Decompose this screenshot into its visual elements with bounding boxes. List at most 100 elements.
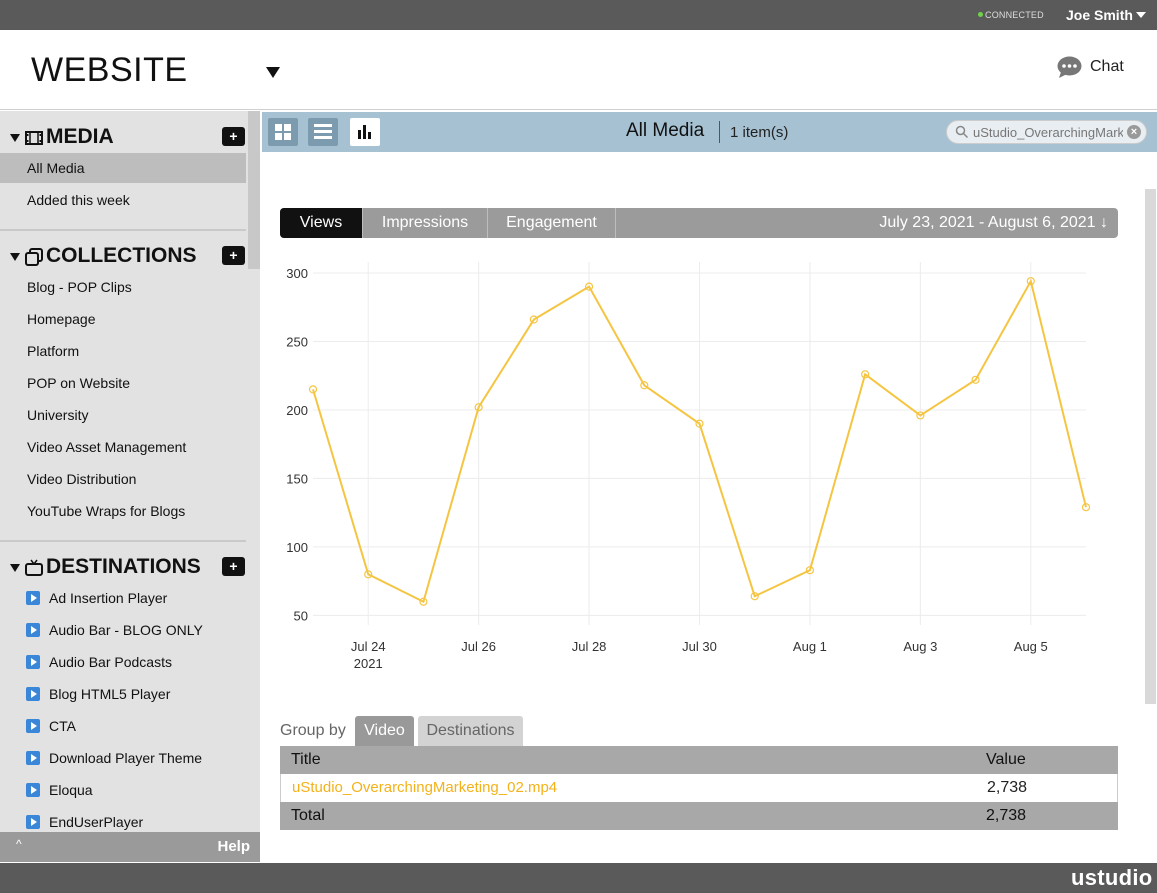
add-media-button[interactable]: + [222, 127, 245, 146]
player-icon [26, 591, 40, 605]
x-tick-label: Jul 26 [461, 639, 496, 654]
views-chart: 300 250 200 150 100 50 Jul 24 Jul 26 Jul 28 Jul 3… [280, 250, 1100, 670]
chat-bubble-icon [1057, 56, 1082, 78]
connection-label: CONNECTED [985, 10, 1044, 20]
list-icon [314, 124, 332, 139]
brand-logo: ustudio [1071, 865, 1153, 890]
sidebar-item-collection[interactable]: YouTube Wraps for Blogs [27, 503, 186, 519]
tab-impressions[interactable]: Impressions [363, 208, 488, 238]
sidebar-item-destination[interactable]: CTA [0, 711, 246, 741]
player-icon [26, 687, 40, 701]
sidebar-item-destination[interactable]: Download Player Theme [0, 743, 246, 773]
tab-engagement[interactable]: Engagement [488, 208, 616, 238]
film-icon [25, 131, 43, 145]
collections-section-header[interactable]: COLLECTIONS + [0, 240, 246, 274]
main-scrollbar[interactable] [1145, 189, 1156, 704]
collapse-up-icon[interactable]: ^ [16, 837, 22, 851]
list-view-button[interactable] [308, 118, 338, 146]
y-tick-label: 250 [286, 334, 308, 349]
destinations-title: DESTINATIONS [46, 555, 201, 578]
player-icon [26, 783, 40, 797]
sidebar-item-destination[interactable]: Audio Bar Podcasts [0, 647, 246, 677]
column-header-title[interactable]: Title [291, 751, 321, 768]
player-icon [26, 623, 40, 637]
sidebar-item-all-media[interactable]: All Media [0, 153, 246, 183]
collapse-triangle-icon[interactable] [10, 564, 20, 572]
collapse-triangle-icon[interactable] [10, 134, 20, 142]
sidebar-item-collection[interactable]: University [27, 407, 89, 423]
clear-search-icon[interactable]: × [1127, 125, 1141, 139]
sidebar-item-collection[interactable]: Homepage [27, 311, 96, 327]
results-table: Title Value uStudio_OverarchingMarketing… [280, 746, 1118, 830]
video-title-link[interactable]: uStudio_OverarchingMarketing_02.mp4 [292, 779, 558, 796]
x-tick-label: Aug 3 [903, 639, 937, 654]
divider [719, 121, 720, 143]
top-bar: CONNECTED Joe Smith [0, 0, 1157, 30]
player-icon [26, 719, 40, 733]
series-line [312, 278, 1087, 604]
date-range-picker[interactable]: July 23, 2021 - August 6, 2021 ↓ [879, 214, 1108, 231]
sidebar-item-destination[interactable]: EndUserPlayer [0, 807, 246, 832]
x-tick-label: Jul 28 [572, 639, 607, 654]
sidebar-item-destination[interactable]: Ad Insertion Player [0, 583, 246, 613]
user-menu[interactable]: Joe Smith [1066, 7, 1133, 23]
data-point [308, 385, 318, 394]
divider [0, 540, 246, 542]
table-row: uStudio_OverarchingMarketing_02.mp4 2,73… [280, 774, 1118, 802]
table-header-row: Title Value [280, 746, 1118, 774]
player-icon [26, 815, 40, 829]
connection-status: CONNECTED [978, 10, 1044, 20]
player-icon [26, 751, 40, 765]
total-label: Total [291, 807, 325, 824]
search-input[interactable] [973, 124, 1123, 140]
x-tick-label: Aug 5 [1014, 639, 1048, 654]
data-point [1081, 503, 1091, 512]
add-collection-button[interactable]: + [222, 246, 245, 265]
grid-icon [275, 124, 291, 140]
help-button[interactable]: Help [217, 838, 250, 855]
chat-label: Chat [1090, 58, 1124, 75]
y-tick-label: 150 [286, 471, 308, 486]
total-value: 2,738 [986, 807, 1027, 824]
destinations-section-header[interactable]: DESTINATIONS + [0, 551, 246, 585]
help-bar: ^ Help [0, 832, 260, 862]
sidebar-item-collection[interactable]: POP on Website [27, 375, 130, 391]
data-point [474, 403, 483, 412]
tab-views[interactable]: Views [280, 208, 363, 238]
sidebar-item-added-this-week[interactable]: Added this week [27, 192, 130, 208]
media-section-header[interactable]: MEDIA + [0, 121, 246, 155]
sidebar-item-collection[interactable]: Video Asset Management [27, 439, 187, 455]
chat-button[interactable]: Chat [1057, 55, 1124, 79]
player-icon [26, 655, 40, 669]
chevron-down-icon[interactable] [1136, 12, 1146, 18]
group-by-video-tab[interactable]: Video [355, 716, 414, 746]
sidebar-item-destination[interactable]: Eloqua [0, 775, 246, 805]
data-point [971, 375, 980, 384]
sidebar-item-collection[interactable]: Platform [27, 343, 80, 359]
data-point [750, 592, 759, 601]
sidebar-item-destination[interactable]: Blog HTML5 Player [0, 679, 246, 709]
site-dropdown-icon[interactable] [266, 67, 280, 78]
divider [0, 229, 246, 231]
search-icon [955, 125, 969, 139]
x-tick-year: 2021 [354, 656, 383, 670]
search-box: × [946, 120, 1147, 144]
sidebar-scrollbar[interactable] [248, 111, 260, 269]
y-tick-label: 200 [286, 403, 308, 418]
sidebar-item-collection[interactable]: Blog - POP Clips [27, 279, 132, 295]
y-tick-label: 300 [286, 266, 308, 281]
column-header-value[interactable]: Value [986, 751, 1026, 768]
sidebar-item-collection[interactable]: Video Distribution [27, 471, 137, 487]
data-point [419, 597, 428, 606]
y-tick-label: 100 [286, 540, 308, 555]
chart-view-button[interactable] [350, 118, 380, 146]
collapse-triangle-icon[interactable] [10, 253, 20, 261]
tv-icon [25, 559, 43, 576]
grid-view-button[interactable] [268, 118, 298, 146]
add-destination-button[interactable]: + [222, 557, 245, 576]
sidebar: MEDIA + All Media Added this week COLLEC… [0, 111, 260, 832]
group-by-destinations-tab[interactable]: Destinations [418, 716, 523, 746]
data-point [861, 370, 870, 379]
site-title[interactable]: WEBSITE [31, 51, 188, 89]
sidebar-item-destination[interactable]: Audio Bar - BLOG ONLY [0, 615, 246, 645]
